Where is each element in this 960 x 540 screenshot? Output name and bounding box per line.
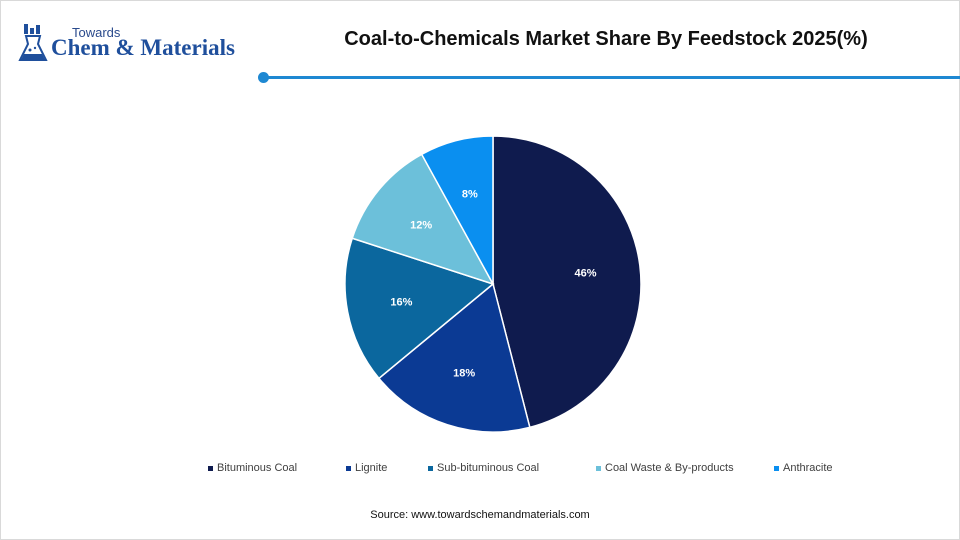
flask-icon xyxy=(18,24,48,61)
legend-swatch xyxy=(208,465,213,471)
legend-swatch xyxy=(774,465,779,471)
pie-slice-bituminous-coal xyxy=(492,135,642,429)
chart-legend: Bituminous Coal Lignite Sub-bituminous Coa… xyxy=(120,462,840,478)
slice-data-label: 12% xyxy=(410,220,432,232)
slice-data-label: 18% xyxy=(453,368,475,380)
legend-label: Sub-bituminous Coal xyxy=(437,462,540,474)
brand-name: Chem & Materials xyxy=(51,35,235,60)
legend-label: Lignite xyxy=(355,462,388,474)
legend-swatch xyxy=(596,465,601,471)
pie-slice-anthracite xyxy=(420,135,494,285)
legend-item: Anthracite xyxy=(774,462,833,474)
legend-item: Coal Waste & By-products xyxy=(596,462,734,474)
brand-logo: Towards Chem & Materials xyxy=(18,22,258,66)
pie-slice-lignite xyxy=(377,282,531,433)
chart-title: Coal-to-Chemicals Market Share By Feedst… xyxy=(344,28,868,50)
header-rule-dot xyxy=(258,72,269,83)
legend-label: Bituminous Coal xyxy=(217,462,298,474)
pie-slice-coal-waste-by-products xyxy=(351,153,495,286)
legend-swatch xyxy=(346,465,351,471)
brand-small-text: Towards xyxy=(72,25,121,40)
legend-item: Sub-bituminous Coal xyxy=(428,462,539,474)
legend-label: Anthracite xyxy=(783,462,833,474)
pie-slice-sub-bituminous-coal xyxy=(344,237,495,380)
legend-label: Coal Waste & By-products xyxy=(605,462,734,474)
header-rule xyxy=(266,76,960,79)
slice-data-label: 8% xyxy=(462,189,478,201)
source-note: Source: www.towardschemandmaterials.com xyxy=(370,509,590,521)
legend-swatch xyxy=(428,465,433,471)
slice-data-label: 46% xyxy=(574,267,596,279)
slice-data-label: 16% xyxy=(390,296,412,308)
legend-item: Lignite xyxy=(346,462,387,474)
legend-item: Bituminous Coal xyxy=(208,462,297,474)
